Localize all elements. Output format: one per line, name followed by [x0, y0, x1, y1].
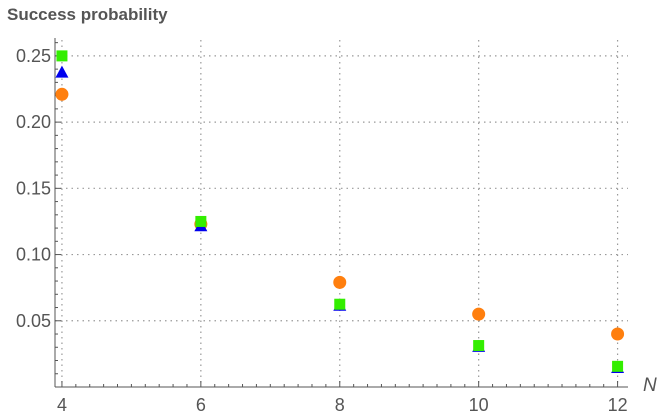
y-tick-label-0.10: 0.10: [16, 245, 51, 265]
x-tick-label-4: 4: [57, 395, 67, 415]
y-tick-label-0.05: 0.05: [16, 311, 51, 331]
square-point-10: [473, 340, 485, 352]
square-point-12: [612, 360, 624, 372]
ticks: 4 6 8 10 12 0.05 0.10 0.15 0.20 0.25: [16, 42, 628, 415]
y-tick-label-0.20: 0.20: [16, 112, 51, 132]
circle-point-8: [333, 275, 347, 289]
square-point-8: [334, 298, 346, 310]
x-tick-label-12: 12: [608, 395, 628, 415]
circle-point-12: [611, 327, 625, 341]
square-point-4: [56, 50, 68, 62]
grid-lines: [55, 40, 628, 387]
triangle-point-4: [55, 65, 69, 78]
y-tick-label-0.25: 0.25: [16, 46, 51, 66]
x-tick-label-10: 10: [469, 395, 489, 415]
data-points: [55, 50, 625, 374]
circle-point-10: [472, 307, 486, 321]
circle-point-4: [55, 87, 69, 101]
y-tick-label-0.15: 0.15: [16, 178, 51, 198]
axes: [54, 38, 628, 388]
square-point-6: [195, 215, 207, 227]
x-tick-label-6: 6: [196, 395, 206, 415]
x-tick-label-8: 8: [335, 395, 345, 415]
x-axis-label: N: [643, 375, 657, 396]
chart-title: Success probability: [7, 5, 168, 24]
